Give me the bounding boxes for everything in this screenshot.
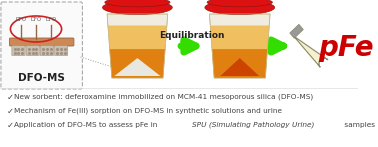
Text: New sorbent: deferoxamine immobilized on MCM-41 mesoporous silica (DFO-MS): New sorbent: deferoxamine immobilized on… <box>14 94 313 100</box>
Text: Application of DFO-MS to assess pFe in: Application of DFO-MS to assess pFe in <box>14 122 160 128</box>
Polygon shape <box>220 58 259 76</box>
Text: DFO: DFO <box>15 17 26 22</box>
Polygon shape <box>115 58 160 76</box>
Polygon shape <box>210 26 269 78</box>
Text: SPU (Simulating Pathology Urine): SPU (Simulating Pathology Urine) <box>192 122 315 128</box>
FancyBboxPatch shape <box>1 2 82 89</box>
Text: Equilibration: Equilibration <box>160 30 225 40</box>
Text: DFO-MS: DFO-MS <box>18 73 65 83</box>
Text: DFO: DFO <box>46 17 57 22</box>
Ellipse shape <box>102 0 172 15</box>
Polygon shape <box>294 36 328 67</box>
FancyBboxPatch shape <box>26 46 39 56</box>
Polygon shape <box>212 49 268 78</box>
Text: Mechanism of Fe(III) sorption on DFO-MS in synthetic solutions and urine: Mechanism of Fe(III) sorption on DFO-MS … <box>14 108 282 114</box>
Polygon shape <box>107 14 168 78</box>
Text: pFe: pFe <box>318 34 374 62</box>
Ellipse shape <box>207 0 272 7</box>
Text: DFO: DFO <box>31 17 42 22</box>
FancyBboxPatch shape <box>12 46 25 56</box>
Polygon shape <box>290 24 304 38</box>
Polygon shape <box>299 41 328 67</box>
Text: ✓: ✓ <box>7 92 14 101</box>
FancyBboxPatch shape <box>54 46 68 56</box>
Ellipse shape <box>205 0 275 15</box>
Polygon shape <box>110 49 165 78</box>
Polygon shape <box>108 26 167 78</box>
Text: ✓: ✓ <box>7 121 14 130</box>
FancyBboxPatch shape <box>40 46 54 56</box>
Ellipse shape <box>105 0 170 7</box>
Text: ✓: ✓ <box>7 106 14 116</box>
Polygon shape <box>209 14 270 78</box>
Text: samples: samples <box>342 122 375 128</box>
FancyBboxPatch shape <box>9 38 74 46</box>
